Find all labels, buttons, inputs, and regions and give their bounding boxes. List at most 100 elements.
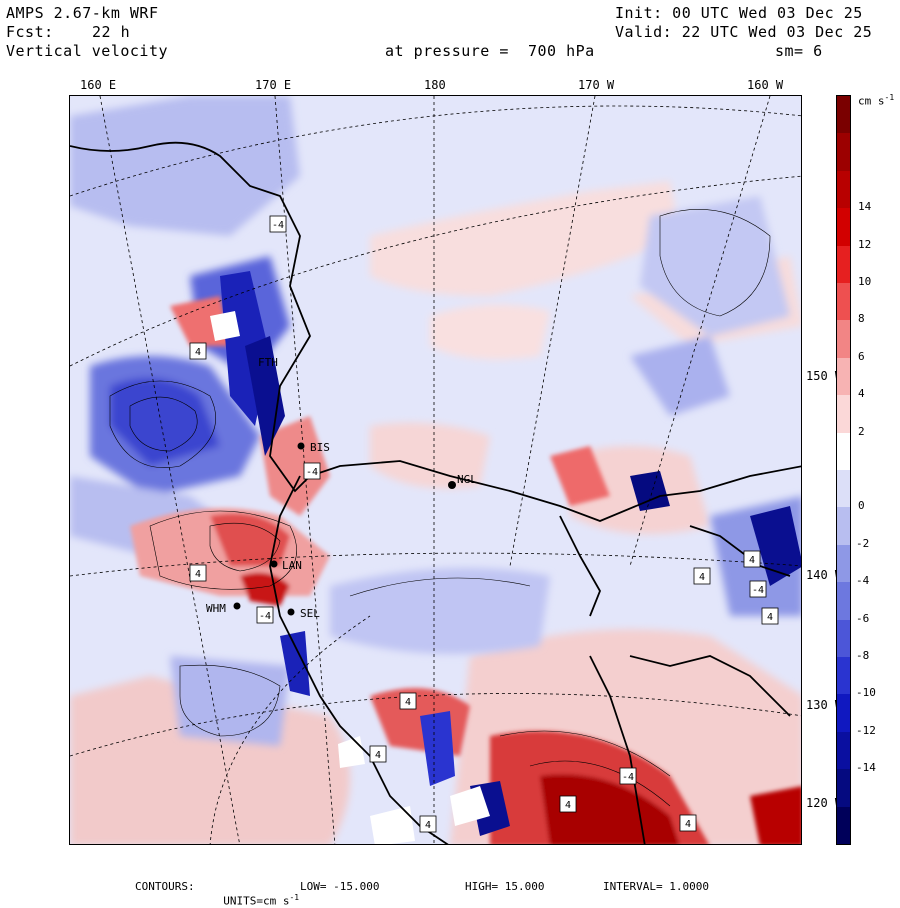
model-title: AMPS 2.67-km WRF xyxy=(6,4,159,22)
svg-text:BIS: BIS xyxy=(310,441,330,454)
contour-label: -4 xyxy=(269,215,287,233)
lon-label-180: 180 xyxy=(424,78,446,92)
footer-low: LOW= -15.000 xyxy=(300,880,380,893)
vertical-velocity-field: -4 4 -4 4 -4 4 xyxy=(70,96,801,844)
colorbar-tick-label: -12 xyxy=(856,723,876,737)
coastline xyxy=(70,141,801,844)
contour-label-boxes: -4 4 -4 4 -4 4 xyxy=(189,215,779,833)
lon-label-160e: 160 E xyxy=(80,78,117,92)
svg-text:4: 4 xyxy=(405,697,411,708)
svg-text:4: 4 xyxy=(195,569,201,580)
colorbar-band xyxy=(837,507,850,546)
svg-text:4: 4 xyxy=(425,820,431,831)
colorbar-band xyxy=(837,208,850,247)
contour-label: 4 xyxy=(399,692,417,710)
svg-text:4: 4 xyxy=(767,612,773,623)
colorbar-band xyxy=(837,96,850,134)
colorbar-band xyxy=(837,245,850,284)
station-whm: WHM xyxy=(206,602,241,615)
svg-text:LAN: LAN xyxy=(282,559,302,572)
svg-text:WHM: WHM xyxy=(206,602,226,615)
valid-time: Valid: 22 UTC Wed 03 Dec 25 xyxy=(615,23,873,41)
colorbar-band xyxy=(837,694,850,733)
lon-label-170e: 170 E xyxy=(255,78,292,92)
colorbar-band xyxy=(837,320,850,359)
colorbar-band xyxy=(837,731,850,770)
missing-data-patches xyxy=(210,311,490,844)
strong-ascent-areas xyxy=(130,296,801,844)
colorbar-tick-label: -4 xyxy=(856,574,870,588)
svg-text:NGL: NGL xyxy=(457,473,477,486)
colorbar-tick-label: 12 xyxy=(858,237,872,251)
svg-text:-4: -4 xyxy=(622,772,634,783)
field-name: Vertical velocity xyxy=(6,42,169,60)
colorbar-band xyxy=(837,470,850,508)
svg-text:4: 4 xyxy=(685,819,691,830)
colorbar-band xyxy=(837,432,850,471)
station-ngl: NGL xyxy=(448,473,477,489)
svg-text:4: 4 xyxy=(375,750,381,761)
svg-text:4: 4 xyxy=(195,347,201,358)
station-sel: SEL xyxy=(287,607,320,620)
svg-text:FTH: FTH xyxy=(258,356,278,369)
colorbar-band xyxy=(837,283,850,321)
footer-units: UNITS=cm s-1 xyxy=(223,893,300,908)
colorbar-band xyxy=(837,582,850,621)
contour-lines xyxy=(109,209,771,807)
svg-text:4: 4 xyxy=(699,572,705,583)
forecast-label: Fcst: xyxy=(6,23,54,41)
contour-label: 4 xyxy=(189,564,207,582)
contour-label: 4 xyxy=(693,567,711,585)
contour-label: -4 xyxy=(619,767,637,785)
svg-text:SEL: SEL xyxy=(300,607,320,620)
lon-label-170w: 170 W xyxy=(578,78,615,92)
contour-label: 4 xyxy=(559,795,577,813)
colorbar-tick-label: -6 xyxy=(856,611,870,625)
footer-interval: INTERVAL= 1.0000 xyxy=(603,880,709,893)
colorbar-tick-label: 8 xyxy=(858,312,865,326)
contour-label: -4 xyxy=(256,606,274,624)
svg-text:-4: -4 xyxy=(259,611,271,622)
contour-label: 4 xyxy=(369,745,387,763)
contour-label: 4 xyxy=(189,342,207,360)
contour-label: 4 xyxy=(761,607,779,625)
colorbar-band xyxy=(837,544,850,583)
footer-high: HIGH= 15.000 xyxy=(465,880,545,893)
colorbar-tick-label: 2 xyxy=(858,424,865,438)
colorbar-tick-label: -10 xyxy=(856,686,876,700)
station-fth: FTH xyxy=(258,356,278,369)
colorbar-band xyxy=(837,619,850,658)
svg-text:4: 4 xyxy=(749,555,755,566)
colorbar-band xyxy=(837,806,850,845)
smoothing-value: sm= 6 xyxy=(775,42,823,60)
map-panel[interactable]: -4 4 -4 4 -4 4 xyxy=(69,95,802,845)
colorbar-band xyxy=(837,133,850,172)
contour-label: 4 xyxy=(679,814,697,832)
mountain-wave-descent xyxy=(220,271,801,836)
pressure-level: at pressure = 700 hPa xyxy=(385,42,595,60)
colorbar-units: cm s-1 xyxy=(858,93,895,108)
forecast-hour: 22 h xyxy=(92,23,131,41)
colorbar-band xyxy=(837,395,850,434)
colorbar-band xyxy=(837,170,850,209)
init-time: Init: 00 UTC Wed 03 Dec 25 xyxy=(615,4,863,22)
svg-text:4: 4 xyxy=(565,800,571,811)
colorbar-band xyxy=(837,769,850,808)
lon-label-160w: 160 W xyxy=(747,78,784,92)
footer-contours: CONTOURS: xyxy=(135,880,195,893)
colorbar-tick-label: -8 xyxy=(856,649,870,662)
contour-label: -4 xyxy=(303,462,321,480)
contour-label: -4 xyxy=(749,580,767,598)
station-markers: BIS NGL LAN WHM SEL FTH xyxy=(206,356,477,620)
colorbar-band xyxy=(837,657,850,695)
contour-label: 4 xyxy=(743,550,761,568)
colorbar-tick-label: -2 xyxy=(856,536,870,550)
colorbar-tick-label: 4 xyxy=(858,387,865,401)
colorbar-tick-label: -14 xyxy=(856,761,876,775)
station-bis: BIS xyxy=(297,441,330,454)
svg-text:-4: -4 xyxy=(272,220,284,231)
colorbar-tick-label: 10 xyxy=(858,275,872,288)
station-lan: LAN xyxy=(270,559,302,572)
contour-label: 4 xyxy=(419,815,437,833)
colorbar-tick-label: 14 xyxy=(858,200,872,214)
